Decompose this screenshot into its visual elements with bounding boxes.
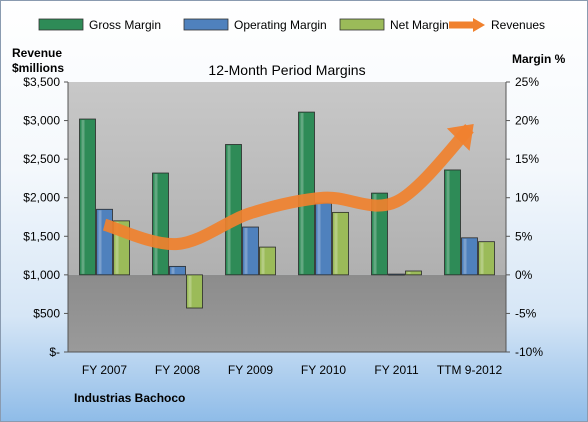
legend-label: Gross Margin (89, 18, 161, 32)
net-margin-bar-highlight (261, 248, 265, 274)
revenue-arrowhead (446, 124, 474, 151)
gross-margin-bar-highlight (227, 145, 231, 274)
net-margin-bar-highlight (334, 213, 338, 274)
left-axis-tick-label: $1,500 (23, 229, 60, 243)
operating-margin-bar (242, 226, 259, 276)
company-name: Industrias Bachoco (74, 391, 185, 405)
operating-margin-bar (461, 237, 478, 276)
plot-area (68, 82, 506, 352)
net-margin-bar (478, 241, 495, 276)
gross-margin-bar (225, 144, 242, 276)
category-label: FY 2011 (374, 363, 419, 377)
net-margin-bar-highlight (115, 221, 119, 274)
operating-margin-bar-highlight (463, 238, 467, 274)
gross-margin-bar-highlight (81, 120, 85, 274)
chart-title: 12-Month Period Margins (208, 62, 365, 78)
operating-margin-bar-highlight (317, 204, 321, 274)
legend-swatch (183, 18, 229, 31)
left-axis-tick-label: $- (49, 345, 60, 359)
operating-margin-bar-highlight (98, 210, 102, 274)
revenue-line (102, 124, 474, 251)
gross-margin-bar-highlight (300, 113, 304, 274)
left-axis-tick-label: $2,000 (23, 191, 60, 205)
positive-region (68, 82, 506, 275)
legend-revenue-arrow (473, 18, 485, 32)
left-axis-tick-label: $3,000 (23, 114, 60, 128)
category-label: TTM 9-2012 (437, 363, 503, 377)
gross-margin-bar-highlight (154, 174, 158, 274)
gross-margin-bar-highlight (446, 170, 450, 274)
left-axis-label-line1: Revenue (12, 46, 62, 60)
right-axis-tick-label: -10% (515, 345, 543, 359)
category-label: FY 2010 (301, 363, 346, 377)
net-margin-bar (405, 270, 422, 276)
gross-margin-bar (371, 192, 388, 276)
operating-margin-bar-highlight (171, 267, 175, 274)
operating-margin-bar-highlight (244, 228, 248, 274)
left-axis-tick-label: $1,000 (23, 268, 60, 282)
right-axis-tick-label: 5% (515, 229, 533, 243)
legend-swatch (38, 18, 84, 31)
category-label: FY 2008 (155, 363, 200, 377)
net-margin-bar (332, 211, 349, 276)
net-margin-bar-highlight (480, 242, 484, 274)
category-label: FY 2007 (82, 363, 127, 377)
gross-margin-bar (444, 169, 461, 276)
right-axis-tick-label: 15% (515, 152, 539, 166)
right-axis-tick-label: -5% (515, 306, 537, 320)
left-axis-label-line2: $millions (12, 61, 64, 75)
negative-region (68, 274, 506, 352)
legend: Gross Margin Operating Margin Net Margin Re… (38, 18, 545, 32)
left-axis-tick-label: $500 (33, 306, 60, 320)
net-margin-bar (259, 246, 276, 276)
right-axis-label: Margin % (512, 52, 566, 66)
revenue-line-group (102, 124, 474, 251)
left-axis-tick-label: $2,500 (23, 152, 60, 166)
category-label: FY 2009 (228, 363, 273, 377)
legend-swatch (339, 18, 385, 31)
operating-margin-bar (388, 273, 405, 276)
net-margin-bar (186, 274, 203, 309)
right-axis-tick-label: 10% (515, 191, 539, 205)
net-margin-bar-highlight (188, 275, 192, 308)
right-axis-tick-label: 25% (515, 75, 539, 89)
net-margin-bar-highlight (407, 272, 411, 274)
bars-group (79, 111, 495, 309)
gross-margin-bar-highlight (373, 194, 377, 274)
left-axis-tick-label: $3,500 (23, 75, 60, 89)
right-axis-tick-label: 20% (515, 114, 539, 128)
right-axis-tick-label: 0% (515, 268, 533, 282)
gross-margin-bar (79, 118, 96, 276)
axes-group: $- $500 $1,000 $1,500 $2,000 $2,500 $3,000 $3,5… (23, 75, 543, 377)
legend-label: Operating Margin (234, 18, 327, 32)
operating-margin-bar (169, 265, 186, 276)
legend-label: Revenues (491, 18, 545, 32)
legend-label: Net Margin (390, 18, 449, 32)
